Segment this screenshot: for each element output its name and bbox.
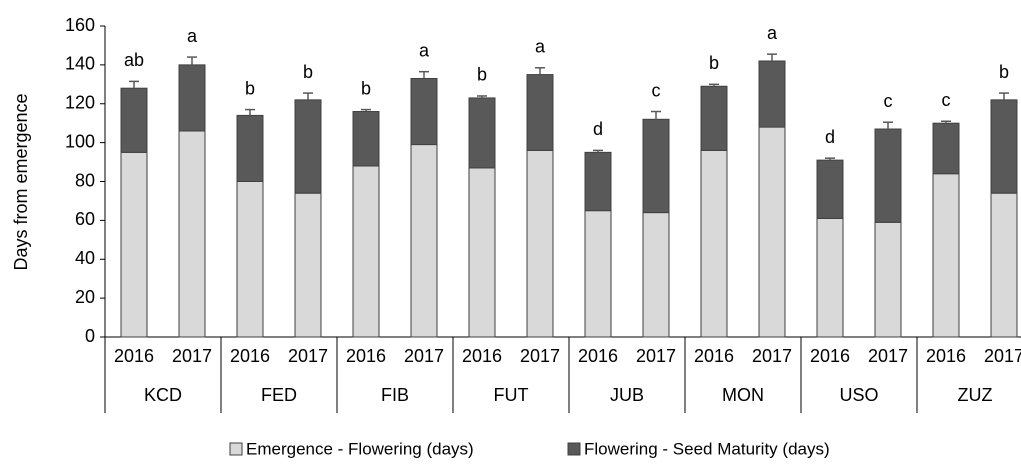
group-label: MON	[722, 385, 764, 405]
significance-label: b	[709, 53, 719, 73]
y-tick-label: 40	[75, 248, 95, 268]
y-tick-label: 140	[65, 54, 95, 74]
bar-segment	[236, 114, 264, 182]
x-tick-label: 2016	[462, 346, 502, 366]
bar-segment	[642, 212, 670, 338]
bar-segment	[468, 167, 496, 338]
x-tick-label: 2016	[694, 346, 734, 366]
bar-segment	[526, 149, 554, 338]
significance-label: b	[999, 62, 1009, 82]
x-tick-label: 2016	[114, 346, 154, 366]
significance-label: a	[187, 26, 198, 46]
bar-segment	[294, 99, 322, 194]
bar-segment	[758, 126, 786, 338]
bar-segment	[990, 192, 1018, 338]
group-label: FED	[261, 385, 297, 405]
bar-segment	[120, 151, 148, 338]
bar-segment	[700, 85, 728, 151]
significance-label: b	[477, 65, 487, 85]
x-tick-label: 2016	[230, 346, 270, 366]
x-tick-label: 2017	[984, 346, 1021, 366]
legend-label: Flowering - Seed Maturity (days)	[584, 439, 830, 458]
x-tick-label: 2016	[810, 346, 850, 366]
legend-label: Emergence - Flowering (days)	[246, 439, 474, 458]
x-tick-label: 2017	[288, 346, 328, 366]
group-label: KCD	[144, 385, 182, 405]
significance-label: c	[884, 91, 893, 111]
bar-segment	[120, 87, 148, 153]
bar-segment	[410, 144, 438, 338]
significance-label: d	[593, 119, 603, 139]
significance-label: ab	[124, 50, 144, 70]
bar-segment	[352, 111, 380, 167]
bar-segment	[294, 192, 322, 338]
bar-segment	[236, 181, 264, 338]
y-tick-label: 0	[85, 326, 95, 346]
significance-label: b	[245, 78, 255, 98]
legend-swatch	[567, 442, 581, 456]
significance-label: c	[652, 80, 661, 100]
y-tick-label: 60	[75, 209, 95, 229]
bar-segment	[758, 60, 786, 128]
bar-segment	[990, 99, 1018, 194]
x-tick-label: 2017	[868, 346, 908, 366]
x-tick-label: 2017	[636, 346, 676, 366]
y-tick-label: 160	[65, 15, 95, 35]
significance-label: a	[767, 23, 778, 43]
y-tick-label: 120	[65, 93, 95, 113]
bar-segment	[932, 122, 960, 175]
group-label: ZUZ	[958, 385, 993, 405]
bar-segment	[584, 151, 612, 212]
bar-segment	[932, 173, 960, 338]
x-tick-label: 2017	[752, 346, 792, 366]
bar-segment	[410, 77, 438, 146]
group-label: FUT	[494, 385, 529, 405]
x-tick-label: 2016	[578, 346, 618, 366]
bar-segment	[352, 165, 380, 338]
bar-segment	[874, 221, 902, 338]
bar-segment	[816, 159, 844, 219]
y-tick-label: 20	[75, 287, 95, 307]
legend-swatch	[229, 442, 243, 456]
significance-label: a	[535, 37, 546, 57]
bar-segment	[874, 128, 902, 223]
bar-segment	[700, 149, 728, 338]
x-tick-label: 2016	[346, 346, 386, 366]
significance-label: a	[419, 40, 430, 60]
x-tick-label: 2016	[926, 346, 966, 366]
y-tick-label: 100	[65, 131, 95, 151]
bar-segment	[468, 97, 496, 169]
bar-segment	[816, 217, 844, 338]
significance-label: c	[942, 90, 951, 110]
bar-segment	[526, 74, 554, 151]
y-axis-label: Days from emergence	[11, 93, 31, 270]
significance-label: b	[303, 62, 313, 82]
group-label: JUB	[610, 385, 644, 405]
significance-label: b	[361, 78, 371, 98]
group-label: FIB	[381, 385, 409, 405]
y-tick-label: 80	[75, 170, 95, 190]
x-tick-label: 2017	[404, 346, 444, 366]
x-tick-label: 2017	[520, 346, 560, 366]
bar-segment	[178, 130, 206, 338]
bar-segment	[178, 64, 206, 132]
bar-segment	[584, 210, 612, 338]
bar-segment	[642, 118, 670, 214]
group-label: USO	[839, 385, 878, 405]
significance-label: d	[825, 127, 835, 147]
x-tick-label: 2017	[172, 346, 212, 366]
